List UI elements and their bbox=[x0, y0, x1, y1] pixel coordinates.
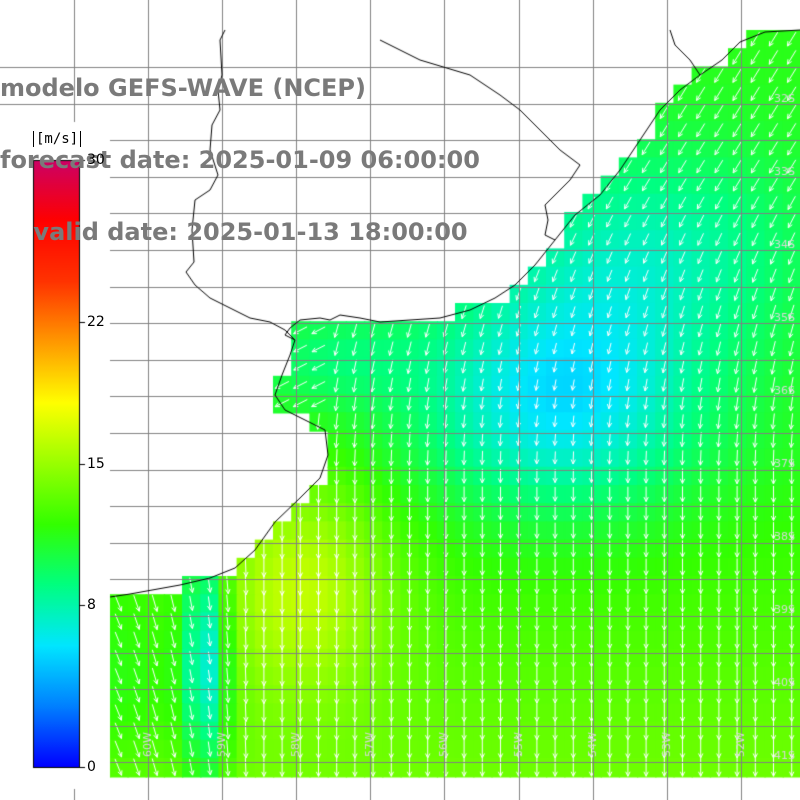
colorbar-tick-label: 8 bbox=[87, 597, 96, 614]
colorbar-tick-label: 30 bbox=[87, 152, 105, 168]
colorbar-unit: [m/s] bbox=[33, 131, 82, 147]
colorbar-tick-label: 15 bbox=[87, 455, 105, 472]
colorbar-tick-label: 0 bbox=[87, 759, 96, 775]
colorbar-tick-label: 22 bbox=[87, 313, 105, 330]
